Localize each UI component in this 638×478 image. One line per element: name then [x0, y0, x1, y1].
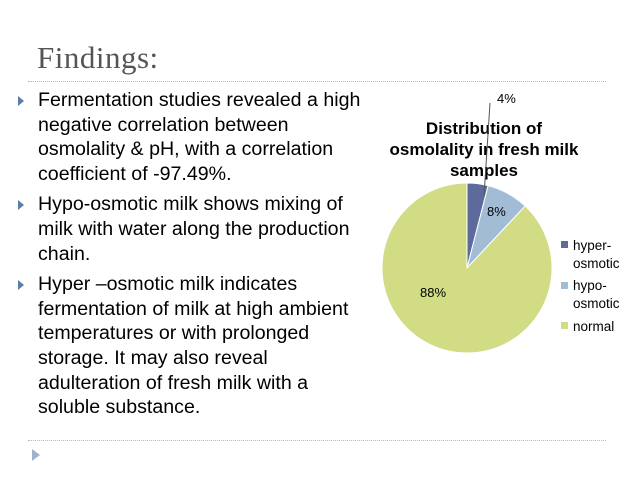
slide-title: Findings:: [37, 40, 159, 75]
data-label-normal: 88%: [420, 285, 446, 300]
bullet-item-2: Hypo-osmotic milk shows mixing of milk w…: [18, 192, 363, 266]
data-label-hypo-osmotic: 8%: [487, 204, 506, 219]
legend-swatch-normal: [561, 322, 568, 329]
bullet-text-1: Fermentation studies revealed a high neg…: [38, 89, 361, 185]
chart-title-line-1: Distribution of: [426, 119, 542, 138]
bullet-list: Fermentation studies revealed a high neg…: [18, 88, 363, 426]
title-divider: [28, 81, 606, 82]
legend-label-hypo-osmotic-line-1: hypo-: [573, 278, 607, 293]
footer-arrow-icon: [32, 449, 40, 461]
data-label-hyper-osmotic: 4%: [497, 91, 516, 106]
legend-swatch-hypo-osmotic: [561, 282, 568, 289]
bullet-arrow-icon: [18, 200, 24, 211]
bullet-arrow-icon: [18, 280, 24, 291]
footer-divider: [28, 440, 606, 441]
chart-title-line-3: samples: [450, 161, 518, 180]
bullet-item-3: Hyper –osmotic milk indicates fermentati…: [18, 272, 363, 420]
bullet-text-2: Hypo-osmotic milk shows mixing of milk w…: [38, 193, 350, 265]
chart-title-line-2: osmolality in fresh milk: [390, 140, 579, 159]
legend-swatch-hyper-osmotic: [561, 241, 568, 248]
legend-label-normal: normal: [573, 319, 614, 334]
bullet-arrow-icon: [18, 96, 24, 106]
legend-label-hyper-osmotic-line-1: hyper-: [573, 238, 611, 253]
legend-label-hyper-osmotic-line-2: osmotic: [573, 256, 620, 271]
bullet-item-1: Fermentation studies revealed a high neg…: [18, 88, 363, 186]
pie-slices: [381, 182, 553, 354]
chart-legend: hyper- osmotic hypo- osmotic normal: [561, 238, 620, 334]
legend-label-hypo-osmotic-line-2: osmotic: [573, 296, 620, 311]
pie-slice-normal: [381, 182, 553, 354]
bullet-text-3: Hyper –osmotic milk indicates fermentati…: [38, 273, 349, 419]
data-label-leader-line: [483, 102, 491, 197]
